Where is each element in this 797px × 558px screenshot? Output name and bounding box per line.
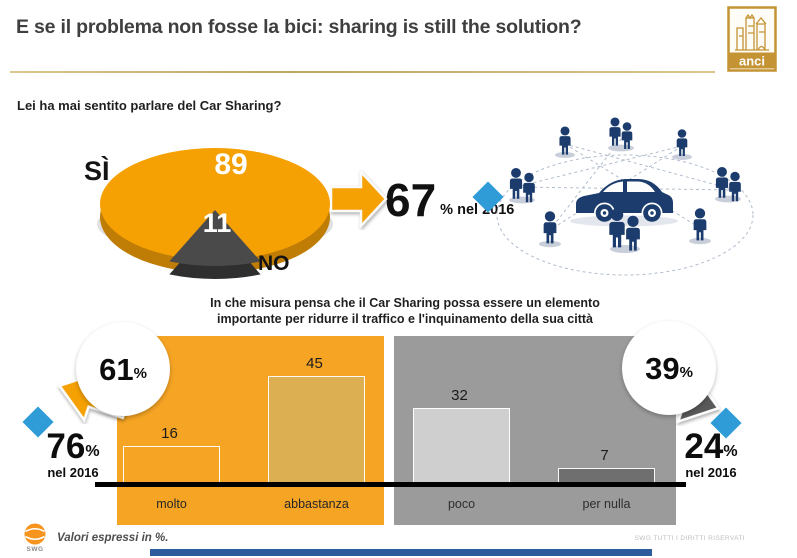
copyright: SWG TUTTI I DIRITTI RISERVATI — [634, 535, 745, 542]
bar-molto-value: 16 — [161, 425, 178, 442]
stat-prev-positive: 76 % nel 2016 — [30, 427, 116, 480]
anci-logo-icon: anci — [727, 6, 777, 72]
anci-logo: anci — [727, 6, 777, 77]
stat-prev-negative-label: nel 2016 — [685, 465, 737, 480]
bar-poco: 32 — [413, 387, 510, 485]
stat-prev-positive-sign: % — [85, 443, 100, 460]
bar-molto: 16 — [123, 425, 220, 485]
pie-value-no: 11 — [202, 208, 232, 238]
figure-bases — [509, 144, 741, 253]
stat-prev-negative: 24 % nel 2016 — [668, 427, 754, 480]
question-importance-line2: importante per ridurre il traffico e l'i… — [217, 312, 593, 326]
category-label-per-nulla: per nulla — [582, 497, 631, 511]
callout-67-suffix: % nel 2016 — [440, 202, 515, 218]
pie-label-yes: SÌ — [84, 156, 110, 186]
bar-per-nulla-value: 7 — [600, 447, 609, 464]
stat-prev-negative-sign: % — [723, 443, 738, 460]
callout-67-nel-2016: 67 % nel 2016 — [385, 174, 515, 226]
total-negative-sign: % — [679, 364, 693, 381]
stat-prev-negative-value: 24 — [684, 427, 724, 466]
pie-chart — [97, 148, 333, 279]
total-positive-badge: 61 % — [76, 322, 170, 416]
category-label-poco: poco — [447, 497, 476, 511]
callout-67-value: 67 — [385, 174, 437, 226]
swg-globe-icon — [24, 523, 46, 545]
total-negative-value: 39 — [645, 350, 680, 386]
pie-label-no: NO — [258, 252, 290, 275]
category-label-molto: molto — [156, 497, 187, 511]
anci-logo-text: anci — [739, 54, 765, 69]
page-title: E se il problema non fosse la bici: shar… — [16, 16, 582, 38]
arrow-right-icon — [330, 168, 388, 230]
category-label-abbastanza: abbastanza — [284, 497, 349, 511]
question-car-sharing: Lei ha mai sentito parlare del Car Shari… — [17, 98, 282, 113]
axis-baseline — [95, 482, 686, 487]
stat-prev-positive-label: nel 2016 — [47, 465, 99, 480]
swg-logo — [22, 522, 48, 551]
swg-logo-text: SWG — [26, 546, 44, 553]
car-icon — [570, 179, 678, 227]
title-divider — [10, 71, 715, 73]
bar-abbastanza-value: 45 — [306, 355, 323, 372]
bar-poco-value: 32 — [451, 387, 468, 404]
bar-abbastanza: 45 — [268, 355, 365, 485]
footer-note: Valori espressi in %. — [57, 532, 169, 544]
total-positive-value: 61 — [99, 351, 134, 387]
car-sharing-illustration — [496, 117, 754, 276]
question-importance-line1: In che misura pensa che il Car Sharing p… — [210, 296, 600, 310]
total-positive-sign: % — [133, 365, 147, 382]
stat-prev-positive-value: 76 — [46, 427, 86, 466]
total-negative-badge: 39 % — [622, 321, 716, 415]
footer-bar — [150, 549, 652, 556]
pie-value-yes: 89 — [214, 148, 248, 181]
question-importance: In che misura pensa che il Car Sharing p… — [145, 295, 665, 327]
